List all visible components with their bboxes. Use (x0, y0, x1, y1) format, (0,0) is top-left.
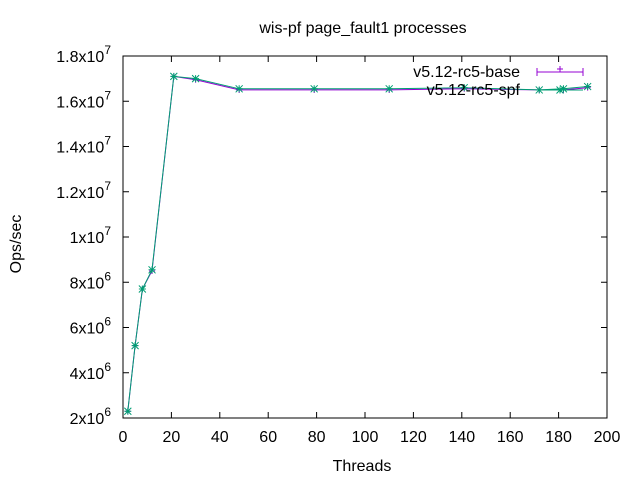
legend-marker (557, 66, 563, 72)
legend-label: v5.12-rc5-base (413, 64, 520, 81)
legend-label: v5.12-rc5-spf (427, 82, 521, 99)
data-point (138, 285, 147, 293)
x-tick-label: 80 (308, 429, 326, 446)
y-tick-mantissa: 2x10 (70, 411, 105, 428)
y-tick-label: 1.4x107 (56, 134, 111, 157)
x-tick-label: 40 (211, 429, 229, 446)
data-point (123, 407, 132, 416)
y-tick-exponent: 7 (104, 88, 111, 102)
y-tick-exponent: 6 (104, 315, 111, 329)
x-axis-label: Threads (333, 458, 392, 475)
y-tick-mantissa: 1.6x10 (56, 94, 104, 111)
y-tick-exponent: 7 (104, 43, 111, 57)
series-1 (123, 72, 592, 416)
series-0 (124, 73, 591, 415)
data-point (235, 84, 244, 93)
y-tick-exponent: 6 (104, 360, 111, 374)
x-tick-label: 180 (545, 429, 572, 446)
y-tick-mantissa: 1.2x10 (56, 185, 104, 202)
legend-marker (556, 86, 564, 94)
y-tick-label: 1x107 (70, 224, 112, 247)
data-point (385, 84, 394, 93)
series-line (127, 75, 588, 412)
y-tick-label: 1.6x107 (56, 88, 111, 111)
data-point (169, 72, 178, 81)
y-tick-mantissa: 8x10 (70, 275, 105, 292)
legend-errorbar-cap (536, 68, 584, 76)
data-point (310, 84, 319, 93)
x-tick-label: 20 (163, 429, 181, 446)
data-point (583, 82, 592, 91)
data-point (191, 74, 200, 83)
y-tick-mantissa: 6x10 (70, 321, 105, 338)
x-tick-label: 100 (352, 429, 379, 446)
x-tick-label: 120 (400, 429, 427, 446)
y-axis-label: Ops/sec (8, 215, 25, 274)
plot-border (122, 55, 608, 419)
y-tick-exponent: 6 (104, 405, 111, 419)
y-tick-exponent: 6 (104, 269, 111, 283)
x-tick-label: 140 (448, 429, 475, 446)
y-tick-label: 8x106 (70, 269, 112, 292)
chart-title: wis-pf page_fault1 processes (258, 20, 466, 37)
y-tick-mantissa: 1x10 (70, 230, 105, 247)
y-tick-label: 2x106 (70, 405, 112, 428)
x-tick-label: 160 (497, 429, 524, 446)
y-tick-exponent: 7 (104, 179, 111, 193)
y-tick-label: 1.2x107 (56, 179, 111, 202)
data-point (131, 341, 139, 350)
y-tick-mantissa: 4x10 (70, 366, 105, 383)
x-tick-label: 60 (259, 429, 277, 446)
series-line (127, 75, 588, 412)
axis-ticks: 0 20 40 60 80 100 120 140 160 180 2002x1064x1066x1… (56, 43, 620, 446)
x-tick-label: 0 (119, 429, 128, 446)
data-point (148, 265, 156, 274)
y-tick-exponent: 7 (104, 134, 111, 148)
x-tick-label: 200 (594, 429, 621, 446)
y-tick-exponent: 7 (104, 224, 111, 238)
y-tick-label: 1.8x107 (56, 43, 111, 66)
y-tick-mantissa: 1.4x10 (56, 140, 104, 157)
data-point (559, 84, 568, 93)
series-layer (123, 72, 592, 416)
y-tick-label: 6x106 (70, 315, 112, 338)
y-tick-label: 4x106 (70, 360, 112, 383)
y-tick-mantissa: 1.8x10 (56, 49, 104, 66)
data-point (460, 83, 469, 92)
